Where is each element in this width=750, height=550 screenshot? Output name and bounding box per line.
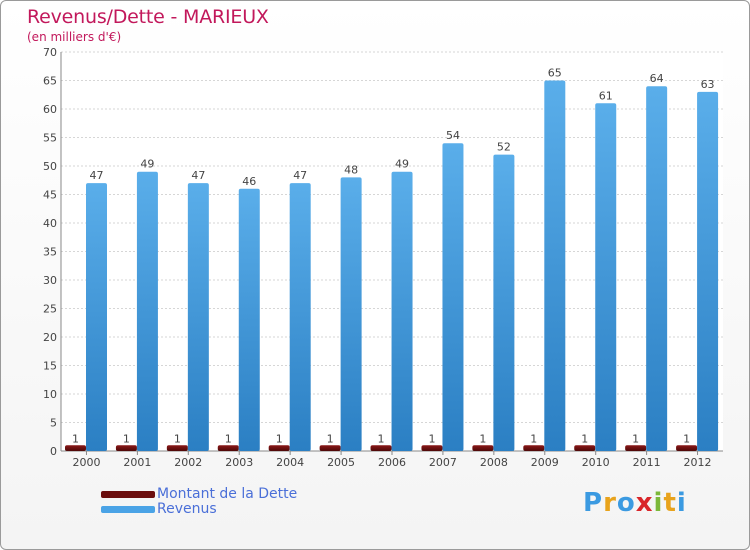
- y-tick-label: 50: [43, 160, 57, 173]
- logo-letter: P: [583, 488, 604, 518]
- x-tick-label: 2010: [582, 456, 610, 469]
- y-tick-label: 45: [43, 189, 57, 202]
- legend-label-revenus: Revenus: [157, 501, 217, 517]
- bar-revenus: [340, 177, 362, 451]
- value-label-revenus: 63: [701, 78, 715, 91]
- bar-dette: [472, 445, 494, 451]
- chart-subtitle: (en milliers d'€): [27, 30, 122, 44]
- legend-swatch-revenus: [101, 506, 155, 513]
- y-tick-label: 5: [50, 417, 57, 430]
- bar-revenus: [187, 183, 209, 451]
- bar-revenus: [238, 188, 260, 452]
- value-label-dette: 1: [632, 432, 639, 445]
- value-label-revenus: 65: [548, 67, 562, 80]
- bar-revenus: [391, 171, 413, 451]
- bar-dette: [625, 445, 647, 451]
- bar-dette: [523, 445, 545, 451]
- bar-dette: [676, 445, 698, 451]
- x-tick-label: 2008: [480, 456, 508, 469]
- x-tick-label: 2003: [225, 456, 253, 469]
- value-label-revenus: 46: [242, 175, 256, 188]
- y-tick-label: 15: [43, 360, 57, 373]
- y-tick-label: 70: [43, 46, 57, 59]
- value-label-revenus: 49: [140, 158, 154, 171]
- value-label-revenus: 48: [344, 163, 358, 176]
- value-label-revenus: 49: [395, 158, 409, 171]
- y-tick-label: 20: [43, 331, 57, 344]
- value-label-dette: 1: [123, 432, 130, 445]
- x-tick-label: 2001: [123, 456, 151, 469]
- y-tick-label: 25: [43, 303, 57, 316]
- x-tick-label: 2004: [276, 456, 304, 469]
- y-tick-label: 10: [43, 388, 57, 401]
- value-label-dette: 1: [479, 432, 486, 445]
- chart-title: Revenus/Dette - MARIEUX: [27, 6, 269, 28]
- bar-revenus: [646, 86, 668, 451]
- bar-dette: [268, 445, 290, 451]
- logo-letter: i: [676, 488, 687, 518]
- logo-letter: i: [653, 488, 664, 518]
- logo-letter: x: [635, 488, 654, 518]
- value-label-revenus: 54: [446, 129, 460, 142]
- value-label-dette: 1: [276, 432, 283, 445]
- legend-label-dette: Montant de la Dette: [157, 486, 298, 502]
- bar-revenus: [697, 91, 719, 452]
- value-label-dette: 1: [378, 432, 385, 445]
- value-label-revenus: 47: [191, 169, 205, 182]
- y-tick-label: 65: [43, 75, 57, 88]
- bar-dette: [574, 445, 596, 451]
- bar-revenus: [595, 103, 617, 452]
- value-label-dette: 1: [581, 432, 588, 445]
- value-label-dette: 1: [174, 432, 181, 445]
- logo-letter: o: [616, 488, 636, 518]
- value-label-dette: 1: [428, 432, 435, 445]
- logo-letter: t: [663, 488, 677, 518]
- value-label-dette: 1: [530, 432, 537, 445]
- bar-revenus: [86, 183, 107, 451]
- bar-dette: [421, 445, 443, 451]
- y-tick-label: 30: [43, 274, 57, 287]
- y-tick-label: 0: [50, 445, 57, 458]
- bar-revenus: [136, 171, 158, 451]
- value-label-dette: 1: [72, 432, 79, 445]
- bar-revenus: [493, 154, 515, 451]
- bar-revenus: [442, 143, 464, 451]
- bar-revenus: [544, 80, 566, 451]
- value-label-revenus: 61: [599, 89, 613, 102]
- y-tick-label: 35: [43, 246, 57, 259]
- value-label-revenus: 47: [293, 169, 307, 182]
- bar-dette: [319, 445, 341, 451]
- x-tick-label: 2011: [633, 456, 661, 469]
- bar-dette: [115, 445, 137, 451]
- value-label-dette: 1: [683, 432, 690, 445]
- x-tick-label: 2006: [378, 456, 406, 469]
- logo-letter: r: [603, 488, 617, 518]
- x-tick-label: 2005: [327, 456, 355, 469]
- bar-revenus: [289, 183, 311, 451]
- y-tick-label: 40: [43, 217, 57, 230]
- bar-dette: [217, 445, 239, 451]
- bar-dette: [65, 445, 86, 451]
- value-label-revenus: 64: [650, 72, 664, 85]
- value-label-dette: 1: [327, 432, 334, 445]
- legend-swatch-dette: [101, 491, 155, 498]
- y-tick-label: 55: [43, 132, 57, 145]
- value-label-revenus: 52: [497, 141, 511, 154]
- value-label-revenus: 47: [90, 169, 104, 182]
- x-tick-label: 2012: [684, 456, 712, 469]
- proxiti-logo: Proxiti: [583, 488, 687, 518]
- y-tick-label: 60: [43, 103, 57, 116]
- x-tick-label: 2000: [72, 456, 100, 469]
- bar-dette: [166, 445, 188, 451]
- value-label-dette: 1: [225, 432, 232, 445]
- x-tick-label: 2002: [174, 456, 202, 469]
- x-tick-label: 2007: [429, 456, 457, 469]
- bar-dette: [370, 445, 392, 451]
- x-tick-label: 2009: [531, 456, 559, 469]
